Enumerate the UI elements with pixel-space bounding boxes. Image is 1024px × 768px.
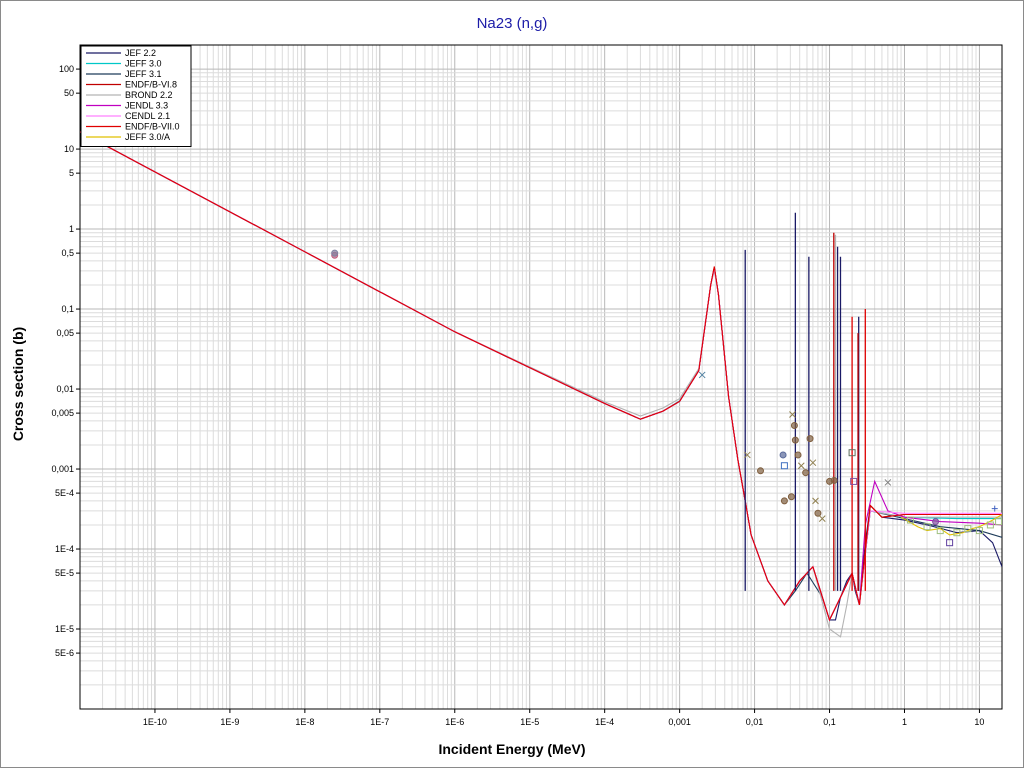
y-tick-label: 10 <box>64 144 74 154</box>
x-tick-label: 1E-6 <box>445 717 464 727</box>
data-point <box>790 422 798 430</box>
data-point <box>802 469 810 477</box>
data-point <box>780 497 788 505</box>
plot-border <box>79 44 1003 710</box>
data-point <box>780 462 788 470</box>
y-tick-label: 100 <box>59 64 74 74</box>
x-tick-label: 10 <box>974 717 984 727</box>
legend-label: JEFF 3.1 <box>125 69 162 79</box>
data-point <box>986 521 994 529</box>
y-tick-label: 1E-4 <box>55 544 74 554</box>
legend-label: JEFF 3.0/A <box>125 132 170 142</box>
y-tick-label: 5E-6 <box>55 648 74 658</box>
y-tick-label: 5E-4 <box>55 488 74 498</box>
y-tick-label: 50 <box>64 88 74 98</box>
y-tick-label: 5 <box>69 168 74 178</box>
y-tick-label: 0,05 <box>56 328 74 338</box>
data-point <box>794 451 802 459</box>
x-tick-label: 1E-5 <box>520 717 539 727</box>
data-point <box>791 436 799 444</box>
y-tick-label: 0,1 <box>61 304 74 314</box>
y-tick-label: 0,005 <box>51 408 74 418</box>
chart-title: Na23 (n,g) <box>476 15 548 32</box>
data-point <box>797 462 805 470</box>
series-group <box>80 131 1002 638</box>
data-point <box>331 249 339 257</box>
data-point <box>953 529 961 537</box>
y-tick-label: 5E-5 <box>55 568 74 578</box>
x-tick-label: 1E-4 <box>595 717 614 727</box>
data-point <box>809 459 817 467</box>
data-point <box>884 479 892 486</box>
y-tick-label: 0,5 <box>61 248 74 258</box>
legend-label: ENDF/B-VII.0 <box>125 122 180 132</box>
x-tick-label: 0,001 <box>668 717 691 727</box>
data-point <box>743 451 751 459</box>
data-point <box>991 505 998 512</box>
data-point <box>814 509 822 517</box>
data-point <box>995 518 1002 526</box>
y-tick-label: 0,001 <box>51 464 74 474</box>
legend-label: JEF 2.2 <box>125 48 156 58</box>
data-point <box>818 515 826 522</box>
legend-label: JEFF 3.0 <box>125 59 162 69</box>
data-point <box>923 523 931 531</box>
x-tick-label: 1E-9 <box>220 717 239 727</box>
x-axis-label: Incident Energy (MeV) <box>438 741 586 757</box>
x-tick-label: 1E-10 <box>143 717 167 727</box>
data-point <box>787 493 795 501</box>
x-tick-label: 1 <box>902 717 907 727</box>
data-point <box>946 539 954 547</box>
data-point <box>812 497 819 505</box>
data-point <box>830 476 838 484</box>
data-point <box>975 527 983 535</box>
series-line-jeff-3-0-a <box>900 514 1002 536</box>
data-point <box>848 449 856 457</box>
x-tick-label: 0,01 <box>746 717 764 727</box>
data-point <box>906 516 914 524</box>
legend-label: CENDL 2.1 <box>125 111 170 121</box>
y-tick-label: 1 <box>69 224 74 234</box>
data-point <box>757 467 765 475</box>
y-tick-label: 0,01 <box>56 384 74 394</box>
legend-label: JENDL 3.3 <box>125 101 168 111</box>
legend-box <box>80 45 192 147</box>
x-tick-label: 0,1 <box>823 717 836 727</box>
data-point <box>932 518 940 526</box>
data-point <box>850 477 858 485</box>
data-point <box>789 411 796 418</box>
legend-label: ENDF/B-VI.8 <box>125 80 177 90</box>
data-point <box>806 435 814 443</box>
x-tick-label: 1E-7 <box>370 717 389 727</box>
data-point <box>936 527 944 535</box>
y-tick-label: 1E-5 <box>55 624 74 634</box>
data-point <box>779 451 787 459</box>
legend-label: BROND 2.2 <box>125 90 173 100</box>
x-tick-label: 1E-8 <box>295 717 314 727</box>
data-point <box>698 371 706 379</box>
data-point <box>964 525 972 533</box>
